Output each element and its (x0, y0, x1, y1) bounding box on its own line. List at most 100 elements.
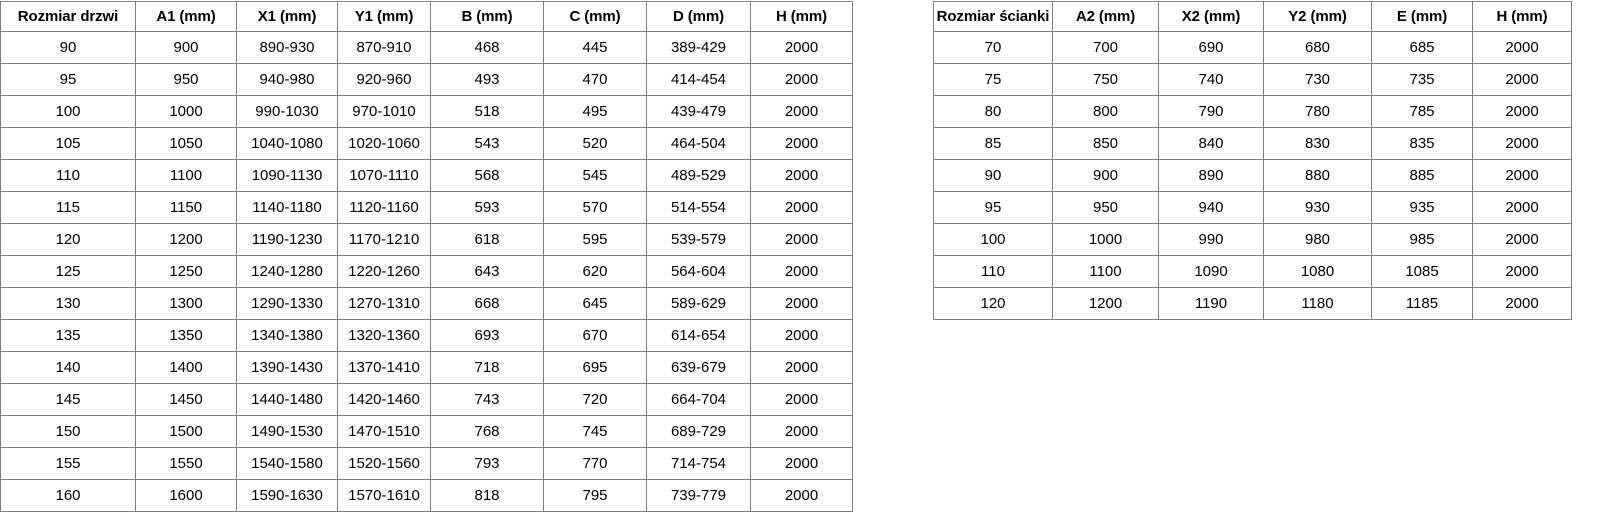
walls-cell: 885 (1371, 159, 1473, 192)
doors-cell: 130 (0, 287, 136, 320)
doors-cell: 718 (430, 351, 544, 384)
table-row: 95 950 940 930 935 2000 (933, 191, 1572, 224)
walls-cell: 1180 (1263, 287, 1372, 320)
walls-cell: 850 (1052, 127, 1159, 160)
doors-cell: 890-930 (236, 31, 338, 64)
table-row: 120 1200 1190 1180 1185 2000 (933, 287, 1572, 320)
doors-cell: 1300 (135, 287, 237, 320)
doors-cell: 1590-1630 (236, 479, 338, 512)
walls-cell: 890 (1158, 159, 1264, 192)
walls-column-header: H (mm) (1472, 1, 1572, 32)
doors-table-container: Rozmiar drzwi A1 (mm) X1 (mm) Y1 (mm) B (mm)… (0, 1, 853, 512)
doors-cell: 2000 (750, 255, 853, 288)
doors-cell: 670 (543, 319, 647, 352)
doors-cell: 770 (543, 447, 647, 480)
doors-cell: 543 (430, 127, 544, 160)
doors-cell: 489-529 (646, 159, 751, 192)
table-row: 75 750 740 730 735 2000 (933, 63, 1572, 96)
walls-cell: 1190 (1158, 287, 1264, 320)
walls-cell: 685 (1371, 31, 1473, 64)
doors-cell: 2000 (750, 31, 853, 64)
doors-column-header: B (mm) (430, 1, 544, 32)
walls-cell: 70 (933, 31, 1053, 64)
doors-cell: 1140-1180 (236, 191, 338, 224)
doors-cell: 414-454 (646, 63, 751, 96)
table-row: 90 900 890-930 870-910 468 445 389-429 2000 (0, 31, 853, 64)
doors-cell: 1540-1580 (236, 447, 338, 480)
doors-cell: 2000 (750, 383, 853, 416)
walls-header-row: Rozmiar ścianki A2 (mm) X2 (mm) Y2 (mm) E (m… (933, 1, 1572, 32)
doors-cell: 495 (543, 95, 647, 128)
doors-cell: 618 (430, 223, 544, 256)
doors-cell: 739-779 (646, 479, 751, 512)
doors-cell: 2000 (750, 159, 853, 192)
doors-cell: 468 (430, 31, 544, 64)
table-row: 100 1000 990 980 985 2000 (933, 223, 1572, 256)
table-row: 100 1000 990-1030 970-1010 518 495 439-479 2000 (0, 95, 853, 128)
doors-cell: 970-1010 (337, 95, 431, 128)
walls-cell: 980 (1263, 223, 1372, 256)
doors-cell: 1340-1380 (236, 319, 338, 352)
doors-cell: 589-629 (646, 287, 751, 320)
doors-cell: 1150 (135, 191, 237, 224)
doors-cell: 818 (430, 479, 544, 512)
doors-cell: 593 (430, 191, 544, 224)
doors-cell: 2000 (750, 191, 853, 224)
table-row: 160 1600 1590-1630 1570-1610 818 795 739-779 20… (0, 479, 853, 512)
doors-cell: 1090-1130 (236, 159, 338, 192)
walls-cell: 785 (1371, 95, 1473, 128)
doors-cell: 1120-1160 (337, 191, 431, 224)
walls-dimensions-table: Rozmiar ścianki A2 (mm) X2 (mm) Y2 (mm) E (m… (933, 1, 1572, 320)
doors-cell: 120 (0, 223, 136, 256)
walls-cell: 900 (1052, 159, 1159, 192)
doors-cell: 2000 (750, 95, 853, 128)
doors-cell: 95 (0, 63, 136, 96)
doors-cell: 150 (0, 415, 136, 448)
doors-cell: 1200 (135, 223, 237, 256)
walls-column-header: E (mm) (1371, 1, 1473, 32)
doors-cell: 470 (543, 63, 647, 96)
walls-cell: 930 (1263, 191, 1372, 224)
doors-cell: 2000 (750, 127, 853, 160)
table-row: 105 1050 1040-1080 1020-1060 543 520 464-504 20… (0, 127, 853, 160)
doors-cell: 115 (0, 191, 136, 224)
doors-cell: 1600 (135, 479, 237, 512)
doors-column-header: C (mm) (543, 1, 647, 32)
walls-cell: 2000 (1472, 223, 1572, 256)
doors-cell: 2000 (750, 415, 853, 448)
doors-cell: 768 (430, 415, 544, 448)
doors-cell: 870-910 (337, 31, 431, 64)
doors-cell: 1320-1360 (337, 319, 431, 352)
doors-cell: 614-654 (646, 319, 751, 352)
doors-cell: 2000 (750, 447, 853, 480)
doors-cell: 1400 (135, 351, 237, 384)
walls-cell: 2000 (1472, 127, 1572, 160)
walls-cell: 2000 (1472, 31, 1572, 64)
doors-cell: 668 (430, 287, 544, 320)
walls-cell: 935 (1371, 191, 1473, 224)
doors-cell: 1550 (135, 447, 237, 480)
walls-cell: 1000 (1052, 223, 1159, 256)
walls-cell: 740 (1158, 63, 1264, 96)
walls-cell: 120 (933, 287, 1053, 320)
table-row: 130 1300 1290-1330 1270-1310 668 645 589-629 20… (0, 287, 853, 320)
doors-cell: 125 (0, 255, 136, 288)
walls-cell: 735 (1371, 63, 1473, 96)
table-row: 120 1200 1190-1230 1170-1210 618 595 539-579 20… (0, 223, 853, 256)
doors-cell: 1000 (135, 95, 237, 128)
doors-cell: 643 (430, 255, 544, 288)
walls-cell: 1080 (1263, 255, 1372, 288)
doors-cell: 1350 (135, 319, 237, 352)
walls-cell: 80 (933, 95, 1053, 128)
doors-cell: 539-579 (646, 223, 751, 256)
doors-cell: 950 (135, 63, 237, 96)
walls-table-body: 70 700 690 680 685 2000 75 750 740 730 735 2000 80 80… (933, 31, 1572, 320)
doors-cell: 714-754 (646, 447, 751, 480)
table-row: 110 1100 1090-1130 1070-1110 568 545 489-529 20… (0, 159, 853, 192)
walls-cell: 985 (1371, 223, 1473, 256)
doors-cell: 900 (135, 31, 237, 64)
walls-column-header: Rozmiar ścianki (933, 1, 1053, 32)
walls-cell: 2000 (1472, 287, 1572, 320)
doors-cell: 464-504 (646, 127, 751, 160)
doors-cell: 1020-1060 (337, 127, 431, 160)
